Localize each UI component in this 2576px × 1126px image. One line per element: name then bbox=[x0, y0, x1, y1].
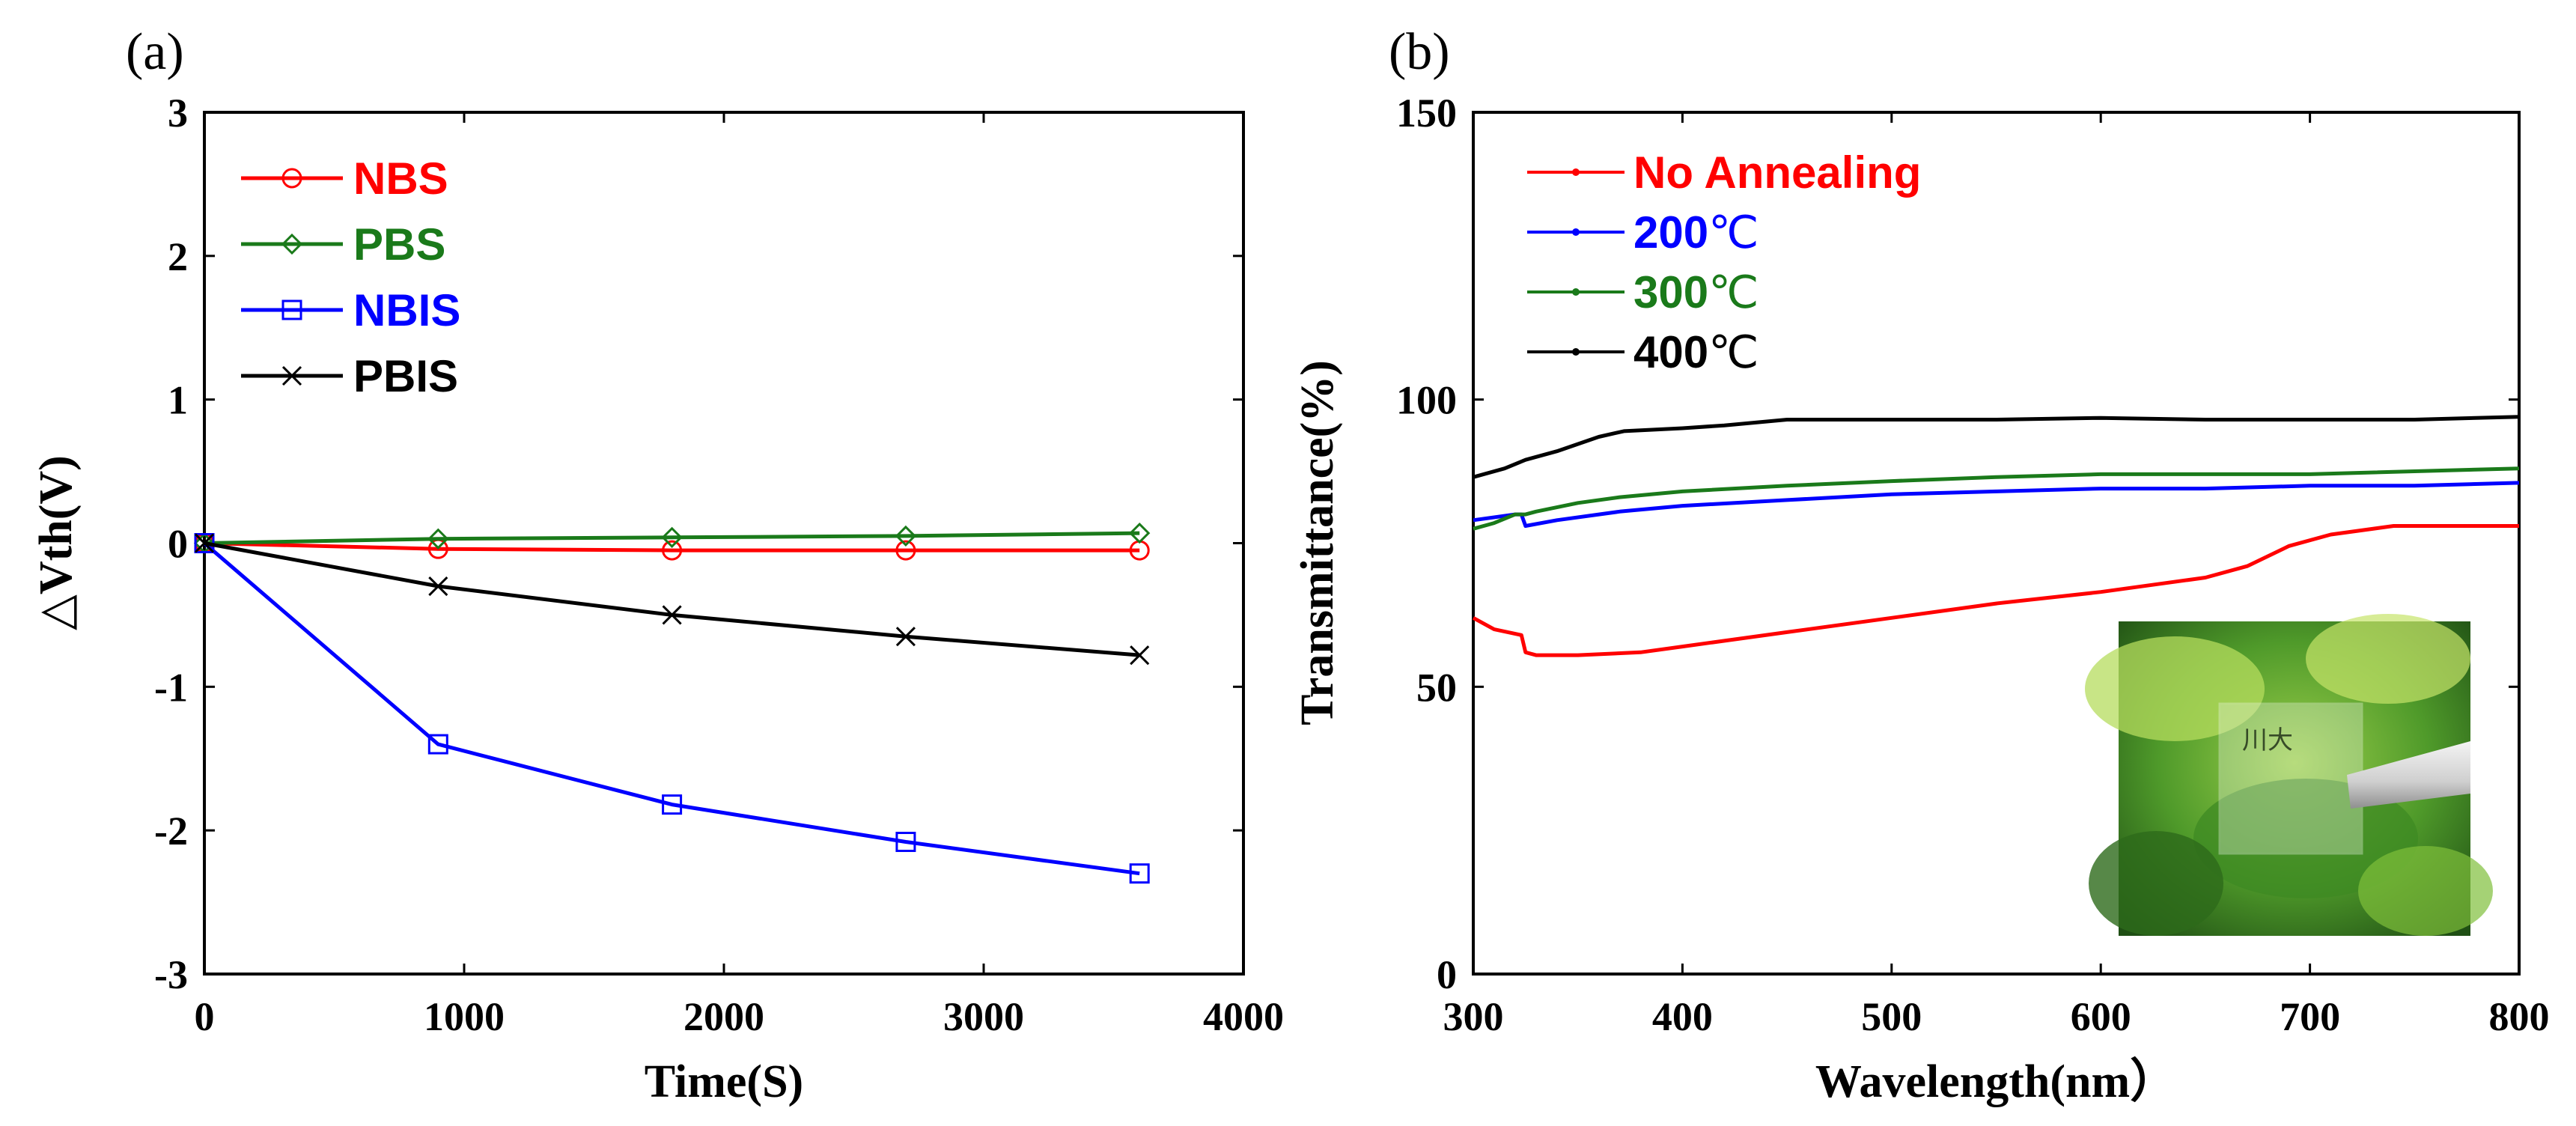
panel-b-axes: 300 400 500 600 700 800 0 50 100 150 bbox=[1396, 91, 2550, 1039]
legend-label-nbs: NBS bbox=[353, 153, 448, 204]
panel-b-series bbox=[1472, 415, 2520, 657]
legend-marker-nbs bbox=[281, 168, 302, 189]
panel-a-x-tick-label: 4000 bbox=[1203, 994, 1284, 1039]
panel-b-x-tick-label: 300 bbox=[1443, 994, 1504, 1039]
legend-label-nbis: NBIS bbox=[353, 285, 460, 335]
panel-a-point-nbis bbox=[895, 832, 916, 853]
panel-a-point-pbis bbox=[1130, 645, 1150, 666]
panel-b-y-tick-label: 50 bbox=[1416, 665, 1457, 710]
svg-text:川大: 川大 bbox=[2242, 726, 2293, 755]
panel-a-series bbox=[193, 522, 1151, 884]
panel-b-y-axis-label: Transmittance(%) bbox=[1292, 360, 1343, 725]
panel-a-axes: 0 1000 2000 3000 4000 -3 -2 -1 0 1 2 3 bbox=[154, 91, 1284, 1039]
legend-dot-b-2 bbox=[1572, 288, 1580, 296]
panel-a-y-tick-label: -1 bbox=[154, 665, 188, 710]
panel-a-label: (a) bbox=[126, 23, 184, 81]
legend-dot-b-0 bbox=[1572, 168, 1580, 176]
panel-a-x-tick-label: 3000 bbox=[943, 994, 1024, 1039]
panel-b-x-tick-label: 600 bbox=[2071, 994, 2131, 1039]
panel-a-point-nbis bbox=[662, 794, 683, 815]
panel-b-y-tick-label: 150 bbox=[1396, 91, 1457, 136]
legend-label-b-0: No Annealing bbox=[1633, 147, 1921, 198]
legend-label-pbis: PBIS bbox=[353, 351, 458, 401]
legend-label-b-3: 400℃ bbox=[1633, 327, 1759, 377]
legend-dot-b-1 bbox=[1572, 228, 1580, 236]
panel-a-y-tick-label: 0 bbox=[168, 522, 188, 567]
panel-a-point-pbs bbox=[1129, 522, 1151, 544]
panel-b-series-line-200 bbox=[1473, 481, 2520, 528]
panel-a-point-pbis bbox=[428, 576, 448, 597]
panel-a-series-line-nbs bbox=[204, 541, 1140, 553]
legend-unit-b-3: ℃ bbox=[1708, 327, 1759, 377]
panel-b-x-tick-label: 400 bbox=[1652, 994, 1713, 1039]
legend-marker-nbis bbox=[281, 299, 302, 320]
panel-a-series-line-pbs bbox=[204, 531, 1140, 545]
panel-b-y-tick-label: 100 bbox=[1396, 378, 1457, 423]
panel-a-y-tick-label: 3 bbox=[168, 91, 188, 136]
panel-b-label: (b) bbox=[1389, 23, 1450, 81]
panel-b-x-tick-label: 800 bbox=[2489, 994, 2550, 1039]
panel-a-x-tick-label: 2000 bbox=[683, 994, 764, 1039]
panel-a-point-pbs bbox=[661, 526, 683, 548]
panel-b: (b) 300 400 500 600 700 800 0 50 100 150 No Annea… bbox=[1292, 23, 2550, 1107]
legend-marker-pbs bbox=[281, 233, 303, 255]
panel-a-point-nbs bbox=[895, 540, 916, 561]
panel-a-point-pbs bbox=[427, 528, 449, 550]
panel-a-x-tick-label: 0 bbox=[195, 994, 215, 1039]
panel-b-legend: No Annealing 200℃ 300℃ 400℃ bbox=[1527, 147, 1921, 377]
legend-label-b-2: 300℃ bbox=[1633, 267, 1759, 317]
panel-a-point-nbs bbox=[662, 540, 683, 561]
panel-a-series-line-nbis bbox=[203, 541, 1140, 876]
panel-a-legend: NBS PBS NBIS PBIS bbox=[241, 153, 460, 401]
panel-b-series-line-no-annealing bbox=[1472, 524, 2519, 657]
panel-b-x-tick-label: 500 bbox=[1861, 994, 1922, 1039]
legend-unit-b-1: ℃ bbox=[1708, 207, 1759, 258]
panel-a-y-tick-label: -3 bbox=[154, 952, 188, 997]
panel-b-x-tick-label: 700 bbox=[2280, 994, 2340, 1039]
panel-a-x-tick-label: 1000 bbox=[424, 994, 505, 1039]
panel-b-series-line-400 bbox=[1473, 415, 2520, 479]
panel-b-x-axis-label: Wavelength(nm） bbox=[1815, 1055, 2176, 1107]
inset-photo: 川大 bbox=[2085, 614, 2493, 936]
legend-dot-b-3 bbox=[1572, 348, 1580, 356]
panel-a-point-pbs bbox=[895, 525, 917, 547]
panel-a-x-axis-label: Time(S) bbox=[645, 1056, 803, 1107]
legend-label-b-1: 200℃ bbox=[1633, 207, 1759, 258]
legend-unit-b-2: ℃ bbox=[1708, 267, 1759, 317]
panel-a-y-axis-label: △Vth(V) bbox=[31, 455, 82, 630]
panel-a-y-tick-label: -2 bbox=[154, 809, 188, 853]
panel-a-y-tick-label: 1 bbox=[168, 378, 188, 423]
legend-label-pbs: PBS bbox=[353, 219, 445, 270]
panel-a-point-pbis bbox=[662, 605, 682, 625]
panel-a-point-nbis bbox=[427, 734, 448, 755]
panel-a-point-pbis bbox=[194, 533, 215, 553]
panel-a-y-tick-label: 2 bbox=[168, 234, 188, 279]
panel-b-plot-frame bbox=[1472, 111, 2521, 976]
panel-a-point-pbis bbox=[895, 627, 916, 647]
panel-a-point-nbis bbox=[1129, 863, 1150, 884]
legend-marker-pbis bbox=[281, 365, 302, 386]
panel-b-series-line-300 bbox=[1473, 466, 2520, 531]
panel-b-y-tick-label: 0 bbox=[1437, 952, 1457, 997]
